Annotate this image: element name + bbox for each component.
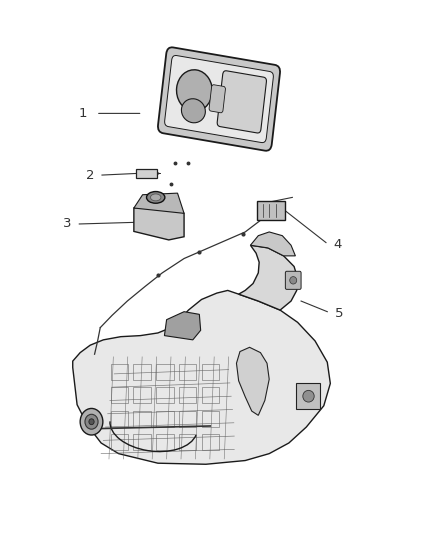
Polygon shape [134, 205, 184, 240]
Bar [134, 387, 151, 403]
FancyBboxPatch shape [136, 169, 157, 177]
Ellipse shape [303, 390, 314, 402]
Polygon shape [251, 232, 295, 256]
Bar [156, 410, 173, 426]
Bar [179, 434, 196, 450]
Bar [134, 364, 151, 379]
Ellipse shape [80, 408, 103, 435]
Bar [111, 387, 128, 403]
Bar [134, 410, 151, 426]
Text: 2: 2 [86, 168, 94, 182]
Ellipse shape [181, 99, 205, 123]
Text: 3: 3 [63, 217, 71, 230]
Ellipse shape [147, 191, 165, 203]
Bar [111, 434, 128, 450]
Polygon shape [73, 290, 330, 464]
FancyBboxPatch shape [165, 55, 273, 143]
FancyBboxPatch shape [217, 71, 266, 133]
Polygon shape [239, 245, 297, 310]
Text: 5: 5 [335, 307, 343, 320]
Bar [179, 387, 196, 403]
Bar [111, 410, 128, 426]
Bar [134, 434, 151, 450]
FancyBboxPatch shape [209, 85, 226, 113]
Ellipse shape [150, 194, 161, 201]
Ellipse shape [89, 419, 94, 425]
Polygon shape [164, 312, 201, 340]
Bar [111, 364, 128, 379]
Bar [201, 387, 219, 403]
Ellipse shape [290, 277, 297, 284]
Ellipse shape [177, 70, 212, 111]
Bar [156, 387, 173, 403]
Bar [156, 364, 173, 379]
FancyBboxPatch shape [286, 271, 301, 289]
Polygon shape [237, 348, 269, 415]
FancyBboxPatch shape [258, 200, 286, 220]
Bar [201, 434, 219, 450]
Bar [156, 434, 173, 450]
Bar [179, 364, 196, 379]
Text: 1: 1 [79, 107, 87, 120]
Text: 4: 4 [334, 238, 342, 251]
Ellipse shape [85, 414, 98, 429]
Bar [179, 410, 196, 426]
Bar [201, 364, 219, 379]
Bar [201, 410, 219, 426]
FancyBboxPatch shape [158, 47, 280, 151]
FancyBboxPatch shape [296, 383, 320, 409]
Polygon shape [134, 193, 184, 213]
